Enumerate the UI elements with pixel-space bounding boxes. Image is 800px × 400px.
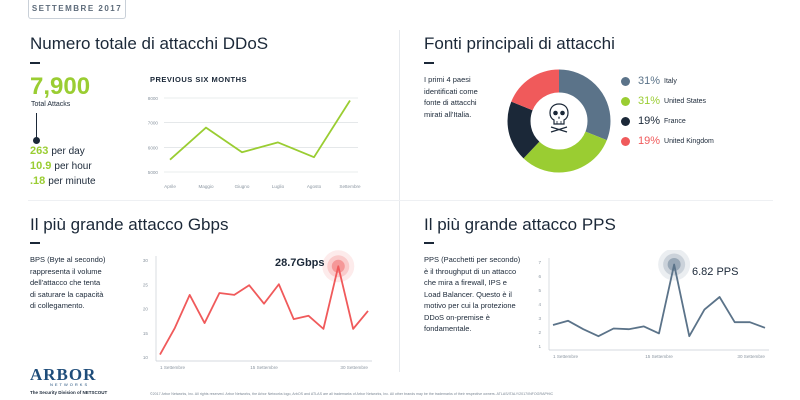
sources-donut-chart: [507, 69, 611, 173]
y-tick-label: 2: [538, 330, 541, 335]
title-rule: [424, 62, 434, 64]
x-tick-label: 15 Settembre: [250, 365, 278, 370]
x-tick-label: 1 Settembre: [160, 365, 185, 370]
y-tick-label: 8000: [148, 96, 159, 101]
horizontal-divider: [28, 200, 773, 201]
pps-title: Il più grande attacco PPS: [424, 215, 616, 234]
donut-slice-france: [507, 69, 611, 173]
arbor-logo: ARBOR NETWORKS: [30, 365, 96, 387]
donut-slice-united-kingdom: [507, 69, 611, 173]
y-tick-label: 5000: [148, 170, 159, 175]
y-tick-label: 10: [143, 355, 149, 360]
total-attacks-value: 7,900: [30, 73, 91, 100]
legend-item-italy: 31% Italy: [621, 75, 714, 87]
six-months-line-chart: 5000 6000 7000 8000 Aprile Maggio Giugno Luglio…: [148, 96, 361, 189]
logo-wordmark: ARBOR: [30, 365, 97, 384]
y-tick-label: 7000: [148, 121, 159, 126]
series-line: [159, 265, 369, 356]
sources-legend: 31% Italy 31% United States 19% France 19% U…: [621, 75, 714, 147]
rate-connector-line: [36, 113, 37, 139]
x-tick-label: Aprile: [164, 184, 176, 189]
y-tick-label: 6000: [148, 145, 159, 150]
vertical-divider: [399, 30, 400, 372]
series-line: [552, 263, 766, 338]
y-tick-label: 20: [143, 307, 149, 312]
y-tick-label: 30: [143, 258, 149, 263]
donut-slice-united-states: [507, 69, 611, 173]
pps-peak-label: 6.82 PPS: [692, 266, 739, 278]
x-tick-label: Settembre: [339, 184, 361, 189]
x-tick-label: 1 Settembre: [553, 354, 578, 359]
rate-per-hour: 10.9 per hour: [30, 160, 92, 172]
y-tick-label: 7: [538, 260, 541, 265]
six-months-chart-title: PREVIOUS SIX MONTHS: [150, 75, 248, 84]
series-line: [169, 99, 351, 161]
gbps-line-chart: 10 15 20 25 30 1 Settembre 15 Settembre 30 Sett…: [143, 250, 372, 370]
y-tick-label: 25: [143, 282, 149, 287]
gbps-description: BPS (Byte al secondo) rappresenta il vol…: [30, 255, 106, 310]
x-tick-label: 15 Settembre: [645, 354, 673, 359]
rate-per-day: 263 per day: [30, 145, 85, 157]
sources-description: I primi 4 paesi identificati come fonte …: [424, 75, 478, 119]
x-tick-label: 30 Settembre: [737, 354, 765, 359]
legend-item-france: 19% France: [621, 115, 714, 127]
y-tick-label: 3: [538, 316, 541, 321]
gbps-peak-label: 28.7Gbps: [275, 257, 325, 269]
pps-description: PPS (Pacchetti per secondo) è il through…: [424, 255, 521, 333]
legend-item-united-states: 31% United States: [621, 95, 714, 107]
pps-line-chart: 1 2 3 4 5 6 7 1 Settembre 15 Settembre 30 Settemb…: [538, 250, 769, 359]
rate-connector-dot: [33, 137, 40, 144]
x-tick-label: Agosto: [307, 184, 322, 189]
logo-subtext: NETWORKS: [50, 382, 90, 387]
x-tick-label: Maggio: [198, 184, 214, 189]
netscout-tagline: The Security Division of NETSCOUT: [30, 390, 108, 395]
sources-title: Fonti principali di attacchi: [424, 34, 615, 53]
y-tick-label: 6: [538, 274, 541, 279]
x-tick-label: Luglio: [272, 184, 285, 189]
title-rule: [30, 242, 40, 244]
date-tab: SETTEMBRE 2017: [28, 0, 126, 19]
rates-list: 263 per day 10.9 per hour .18 per minute: [30, 145, 96, 187]
title-rule: [424, 242, 434, 244]
skull-icon: [548, 102, 570, 134]
total-attacks-title: Numero totale di attacchi DDoS: [30, 34, 269, 53]
x-tick-label: Giugno: [235, 184, 250, 189]
y-tick-label: 1: [538, 344, 541, 349]
x-tick-label: 30 Settembre: [340, 365, 368, 370]
y-tick-label: 15: [143, 331, 149, 336]
total-attacks-label: Total Attacks: [31, 101, 71, 108]
title-rule: [30, 62, 40, 64]
rate-per-minute: .18 per minute: [30, 175, 96, 187]
legal-notice: ©2017 Arbor Networks, Inc. All rights re…: [150, 392, 554, 396]
legend-item-united-kingdom: 19% United Kingdom: [621, 135, 714, 147]
y-tick-label: 4: [538, 302, 541, 307]
gbps-title: Il più grande attacco Gbps: [30, 215, 229, 234]
y-tick-label: 5: [538, 288, 541, 293]
